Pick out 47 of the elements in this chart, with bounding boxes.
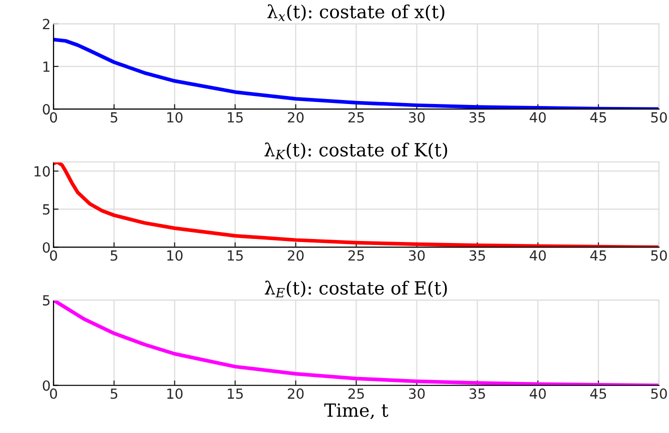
x-tick-label: 25	[348, 112, 364, 123]
x-tick-label: 0	[50, 112, 58, 123]
x-tick-label: 15	[228, 388, 243, 399]
y-tick-label: 5	[42, 204, 50, 215]
x-tick-label: 50	[651, 112, 667, 123]
x-tick-label: 10	[167, 388, 183, 399]
x-tick-label: 45	[590, 388, 606, 399]
y-tick-label: 0	[42, 380, 50, 391]
x-tick-label: 25	[348, 250, 364, 261]
x-tick-label: 5	[110, 388, 118, 399]
x-tick-label: 10	[167, 112, 183, 123]
y-tick-label: 10	[34, 166, 50, 177]
x-tick-label: 5	[110, 250, 118, 261]
x-tick-label: 35	[470, 250, 485, 261]
x-tick-label: 15	[228, 250, 243, 261]
x-tick-label: 35	[470, 112, 485, 123]
chart-title: λ$_{K}$(t): costate of K(t)	[264, 142, 448, 160]
x-tick-label: 40	[530, 250, 546, 261]
x-tick-label: 10	[167, 250, 183, 261]
chart-title: λ$_{E}$(t): costate of E(t)	[264, 280, 447, 298]
x-tick-label: 5	[110, 112, 118, 123]
y-tick-label: 0	[42, 242, 50, 253]
y-tick-label: 1	[43, 62, 50, 72]
x-tick-label: 30	[409, 250, 425, 261]
line-series	[54, 162, 659, 248]
x-tick-label: 50	[651, 388, 667, 399]
x-tick-label: 40	[530, 388, 546, 399]
chart-title: λ$_{x}$(t): costate of x(t)	[267, 4, 444, 21]
y-tick-label: 0	[42, 104, 50, 115]
line-series	[54, 300, 659, 386]
x-tick-label: 30	[409, 112, 425, 123]
x-tick-label: 45	[590, 250, 606, 261]
y-tick-label: 5	[42, 295, 50, 306]
x-tick-label: 20	[288, 112, 304, 123]
x-tick-label: 30	[409, 388, 425, 399]
x-tick-label: 50	[651, 250, 667, 261]
x-tick-label: 15	[228, 112, 243, 123]
x-tick-label: 20	[288, 250, 304, 261]
x-tick-label: 25	[348, 388, 364, 399]
x-tick-label: 40	[530, 112, 546, 123]
x-tick-label: 20	[288, 388, 304, 399]
x-axis-title: Time, t	[324, 403, 388, 420]
x-tick-label: 0	[50, 250, 58, 261]
x-tick-label: 0	[50, 388, 58, 399]
x-tick-label: 35	[470, 388, 485, 399]
y-tick-label: 2	[42, 18, 50, 30]
x-tick-label: 45	[590, 112, 606, 123]
